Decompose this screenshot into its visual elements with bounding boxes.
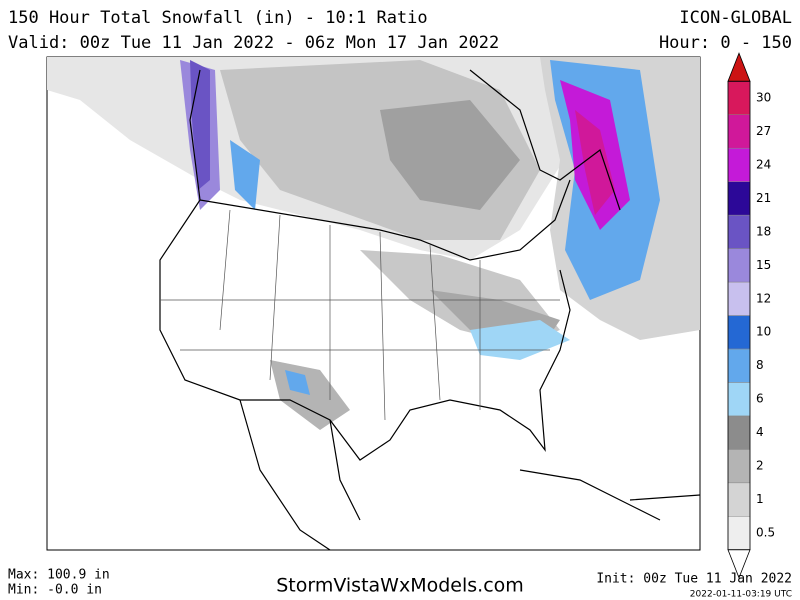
legend-label: 21	[756, 191, 771, 205]
max-value: Max: 100.9 in	[8, 568, 110, 583]
legend-label: 18	[756, 224, 771, 238]
legend-label: 27	[756, 124, 771, 138]
legend-label: 24	[756, 157, 771, 171]
legend-swatch	[727, 348, 751, 383]
legend-swatch	[727, 449, 751, 484]
legend-swatch	[727, 81, 751, 115]
timestamp: 2022-01-11-03:19 UTC	[690, 590, 792, 600]
legend-border	[727, 80, 751, 551]
legend-swatch	[727, 147, 751, 182]
map	[46, 56, 701, 551]
legend-swatch	[727, 181, 751, 216]
title: 150 Hour Total Snowfall (in) - 10:1 Rati…	[8, 8, 428, 28]
legend-label: 6	[756, 392, 764, 406]
site-name: StormVistaWxModels.com	[276, 575, 524, 597]
legend-swatch	[727, 415, 751, 450]
valid-time: Valid: 00z Tue 11 Jan 2022 - 06z Mon 17 …	[8, 33, 499, 53]
legend-label: 30	[756, 91, 771, 105]
legend-label: 12	[756, 291, 771, 305]
legend-top-arrow	[727, 52, 751, 82]
legend-label: 15	[756, 258, 771, 272]
legend-swatch	[727, 482, 751, 517]
legend-label: 10	[756, 325, 771, 339]
legend-swatch	[727, 281, 751, 316]
legend-label: 1	[756, 492, 764, 506]
legend-label: 8	[756, 358, 764, 372]
init-time: Init: 00z Tue 11 Jan 2022	[596, 572, 792, 587]
legend-label: 0.5	[756, 526, 775, 540]
legend-swatch	[727, 214, 751, 249]
legend-swatch	[727, 114, 751, 149]
legend-swatch	[727, 248, 751, 283]
legend-label: 2	[756, 459, 764, 473]
legend-label: 4	[756, 425, 764, 439]
legend-swatch	[727, 315, 751, 350]
min-value: Min: -0.0 in	[8, 583, 102, 598]
legend-swatch	[727, 382, 751, 417]
state-lines	[160, 209, 560, 421]
legend-swatch	[727, 516, 751, 550]
boundaries	[159, 69, 700, 550]
model-name: ICON-GLOBAL	[679, 8, 792, 28]
hour-range: Hour: 0 - 150	[659, 33, 792, 53]
